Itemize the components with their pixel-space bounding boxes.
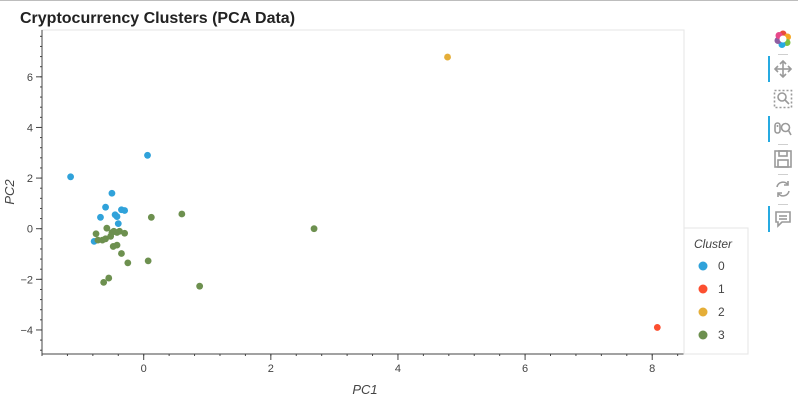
x-tick-label: 4 <box>395 363 401 375</box>
y-tick-label: −4 <box>20 325 33 337</box>
data-point-cluster-3 <box>144 257 152 265</box>
reset-icon[interactable] <box>770 176 796 202</box>
toolbar-separator <box>778 144 788 145</box>
y-tick-label: 2 <box>27 173 33 185</box>
data-point-cluster-3 <box>147 213 155 221</box>
legend: Cluster 0 1 2 3 <box>683 227 749 355</box>
legend-title: Cluster <box>694 237 733 251</box>
y-axis-label: PC2 <box>2 179 17 205</box>
data-point-cluster-0 <box>144 151 151 159</box>
data-point-cluster-3 <box>116 227 123 235</box>
data-point-cluster-0 <box>113 213 121 220</box>
wheel-zoom-icon[interactable] <box>768 116 796 142</box>
data-point-cluster-3 <box>102 235 109 243</box>
data-point-cluster-3 <box>103 224 111 232</box>
legend-label-1: 1 <box>718 282 725 296</box>
data-point-cluster-3 <box>100 278 108 286</box>
x-tick-label: 0 <box>141 363 147 375</box>
x-axis-label: PC1 <box>352 382 377 397</box>
data-point-cluster-3 <box>196 282 204 290</box>
plot-frame <box>41 29 685 355</box>
hover-icon[interactable] <box>768 206 796 232</box>
legend-marker-3 <box>698 330 708 340</box>
data-point-cluster-0 <box>108 189 116 197</box>
data-point-cluster-3 <box>178 210 186 218</box>
toolbar <box>766 26 796 246</box>
data-point-cluster-3 <box>105 274 113 282</box>
toolbar-separator <box>778 54 788 55</box>
data-point-cluster-0 <box>114 220 122 228</box>
save-icon[interactable] <box>770 146 796 172</box>
data-point-cluster-3 <box>124 259 132 267</box>
toolbar-separator <box>778 174 788 175</box>
data-point-cluster-3 <box>113 241 121 249</box>
data-points <box>67 53 661 331</box>
y-tick-label: 4 <box>27 122 33 134</box>
box-zoom-icon[interactable] <box>770 86 796 112</box>
data-point-cluster-0 <box>67 173 75 181</box>
data-point-cluster-1 <box>653 324 661 331</box>
data-point-cluster-3 <box>92 230 100 238</box>
toolbar-separator <box>778 204 788 205</box>
chart-title: Cryptocurrency Clusters (PCA Data) <box>20 10 295 27</box>
x-tick-label: 8 <box>649 363 655 375</box>
y-tick-label: 6 <box>27 72 33 84</box>
data-point-cluster-2 <box>444 53 451 61</box>
legend-label-2: 2 <box>718 305 725 319</box>
legend-label-0: 0 <box>718 259 725 273</box>
x-tick-label: 6 <box>522 363 528 375</box>
legend-marker-1 <box>698 284 708 294</box>
axes: 0 2 4 6 8 −4 −2 0 2 4 6 <box>20 30 684 375</box>
data-point-cluster-3 <box>118 250 125 257</box>
data-point-cluster-0 <box>97 213 104 221</box>
legend-marker-2 <box>698 307 708 317</box>
data-point-cluster-3 <box>121 229 129 237</box>
top-border <box>0 0 798 1</box>
y-tick-label: −2 <box>20 274 33 286</box>
x-tick-label: 2 <box>268 363 274 375</box>
legend-label-3: 3 <box>718 328 725 342</box>
data-point-cluster-0 <box>121 207 129 214</box>
legend-marker-0 <box>698 261 708 271</box>
pan-icon[interactable] <box>768 56 796 82</box>
data-point-cluster-0 <box>102 203 109 211</box>
data-point-cluster-3 <box>310 225 318 233</box>
bokeh-logo-icon[interactable] <box>770 26 796 52</box>
legend-box <box>683 227 749 355</box>
y-tick-label: 0 <box>27 224 33 236</box>
